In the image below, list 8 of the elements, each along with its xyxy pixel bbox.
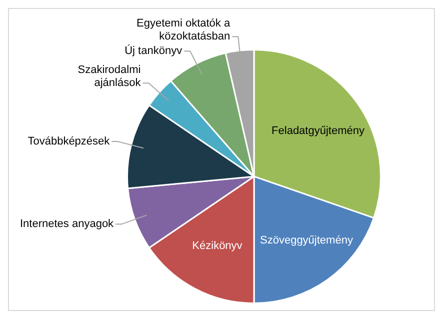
slice-label: Kézikönyv: [192, 240, 243, 252]
slice-label: Feladatgyűjtemény: [272, 124, 365, 137]
slice-label: Szakirodalmi ajánlások: [78, 64, 142, 90]
slice-label: Egyetemi oktatók a közoktatásban: [136, 18, 231, 43]
slice-label: Új tankönyv: [124, 44, 183, 58]
slice-label: Továbbképzések: [28, 136, 110, 148]
slice-label: Internetes anyagok: [20, 218, 114, 230]
slice-label: Szöveggyűjtemény: [260, 234, 354, 247]
